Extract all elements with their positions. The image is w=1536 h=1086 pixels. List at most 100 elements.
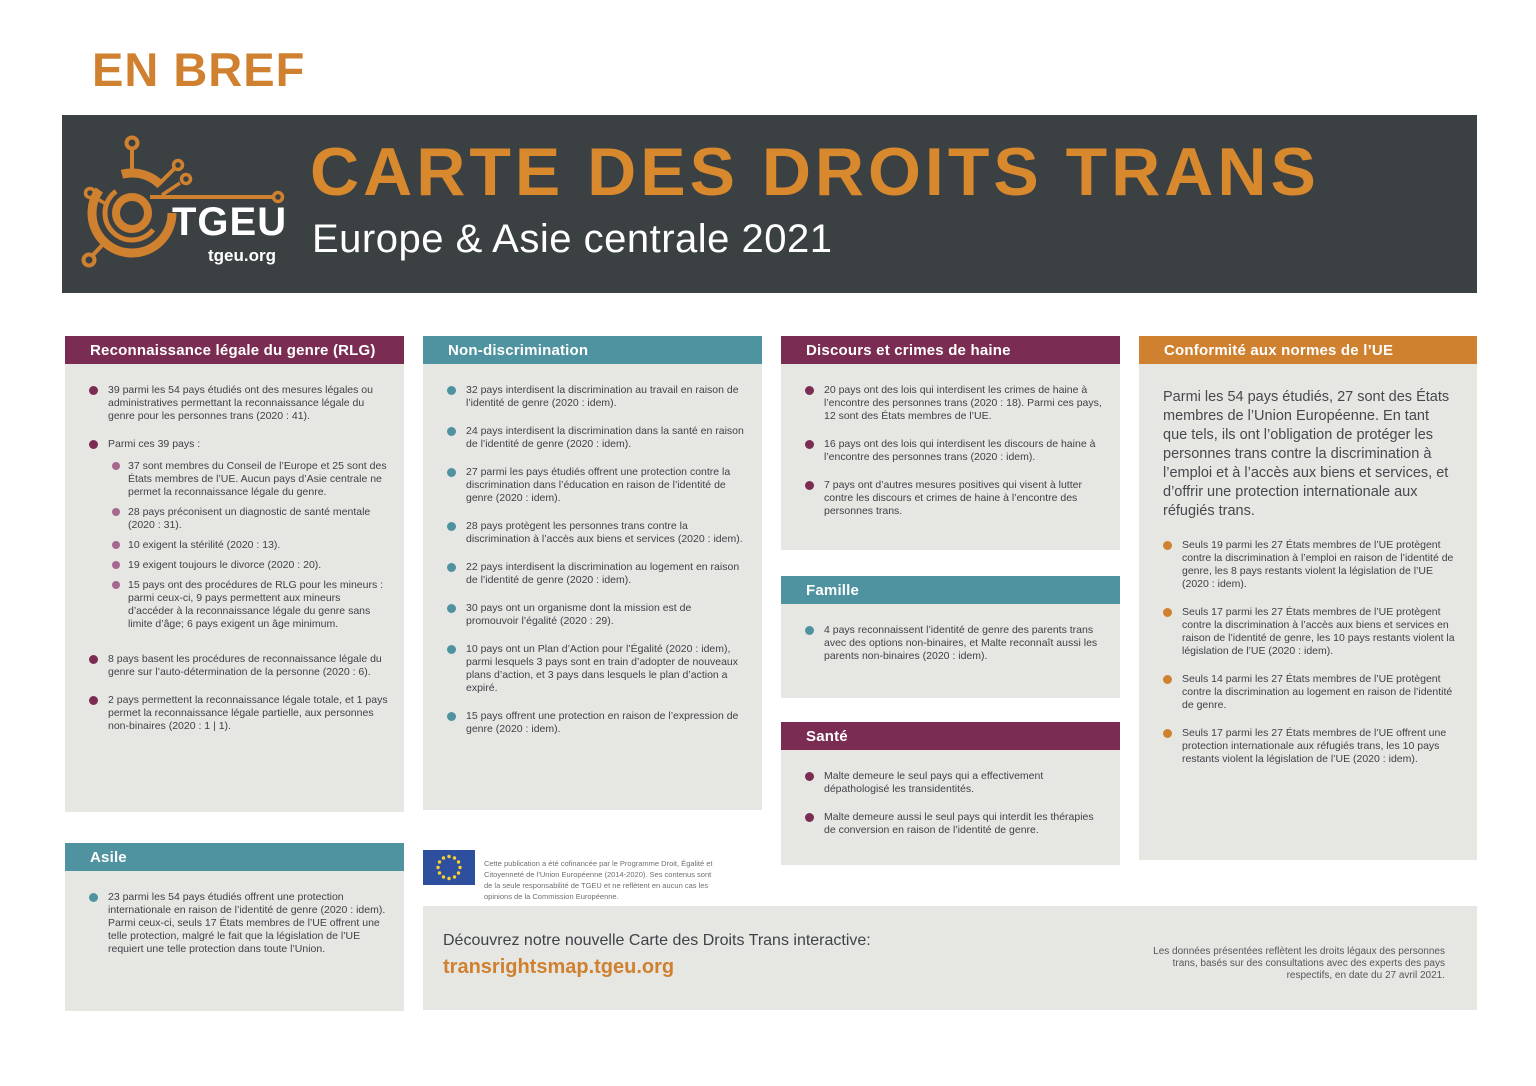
bullet-text: 30 pays ont un organisme dont la mission… bbox=[466, 602, 692, 627]
bullet-text: 7 pays ont d’autres mesures positives qu… bbox=[824, 479, 1082, 517]
list-item: 15 pays offrent une protection en raison… bbox=[435, 710, 746, 736]
bullet-text: 28 pays préconisent un diagnostic de san… bbox=[128, 506, 371, 531]
bullet-icon bbox=[447, 645, 456, 654]
bullet-icon bbox=[805, 772, 814, 781]
bullet-text: 2 pays permettent la reconnaissance léga… bbox=[108, 694, 388, 732]
logo-wordmark: TGEU bbox=[172, 200, 287, 244]
list-item: 32 pays interdisent la discrimination au… bbox=[435, 384, 746, 410]
page-kicker: EN BREF bbox=[92, 43, 306, 96]
bullet-text: 27 parmi les pays étudiés offrent une pr… bbox=[466, 466, 731, 504]
bullet-text: 10 exigent la stérilité (2020 : 13). bbox=[128, 539, 281, 551]
bullet-icon bbox=[1163, 608, 1172, 617]
list-item: 22 pays interdisent la discrimination au… bbox=[435, 561, 746, 587]
panel-rlg: Reconnaissance légale du genre (RLG) 39 … bbox=[65, 336, 404, 812]
page-title: CARTE DES DROITS TRANS bbox=[310, 134, 1320, 210]
bullet-icon bbox=[1163, 675, 1172, 684]
bullet-icon bbox=[447, 386, 456, 395]
bullet-icon bbox=[112, 462, 120, 470]
conformite-intro: Parmi les 54 pays étudiés, 27 sont des É… bbox=[1163, 389, 1450, 519]
bullet-text: 16 pays ont des lois qui interdisent les… bbox=[824, 438, 1096, 463]
eu-flag-icon bbox=[423, 850, 475, 885]
list-subitem: 28 pays préconisent un diagnostic de san… bbox=[108, 506, 388, 532]
panel-sante: Santé Malte demeure le seul pays qui a e… bbox=[781, 722, 1120, 865]
sublist: 37 sont membres du Conseil de l’Europe e… bbox=[108, 460, 388, 631]
bullet-text: 20 pays ont des lois qui interdisent les… bbox=[824, 384, 1102, 422]
bullet-text: Malte demeure le seul pays qui a effecti… bbox=[824, 770, 1044, 795]
transrightsmap-link[interactable]: transrightsmap.tgeu.org bbox=[443, 956, 675, 978]
footer-box: Découvrez notre nouvelle Carte des Droit… bbox=[423, 906, 1477, 1010]
panel-asile-header: Asile bbox=[65, 843, 404, 871]
list-subitem: 15 pays ont des procédures de RLG pour l… bbox=[108, 579, 388, 631]
list-item: 2 pays permettent la reconnaissance léga… bbox=[77, 694, 388, 733]
bullet-text: Seuls 17 parmi les 27 États membres de l… bbox=[1182, 727, 1447, 765]
panel-hate-speech-header: Discours et crimes de haine bbox=[781, 336, 1120, 364]
panel-conformite-ue-body: Parmi les 54 pays étudiés, 27 sont des É… bbox=[1139, 364, 1477, 860]
bullet-text: Malte demeure aussi le seul pays qui int… bbox=[824, 811, 1094, 836]
bullet-text: 15 pays ont des procédures de RLG pour l… bbox=[128, 579, 384, 630]
tgeu-logo-icon: TGEU tgeu.org bbox=[81, 135, 287, 268]
bullet-icon bbox=[447, 712, 456, 721]
list-item: Malte demeure le seul pays qui a effecti… bbox=[793, 770, 1104, 796]
list-subitem: 19 exigent toujours le divorce (2020 : 2… bbox=[108, 559, 388, 572]
list-item: 20 pays ont des lois qui interdisent les… bbox=[793, 384, 1104, 423]
bullet-text: 39 parmi les 54 pays étudiés ont des mes… bbox=[108, 384, 373, 422]
bullet-icon bbox=[89, 696, 98, 705]
bullet-icon bbox=[1163, 729, 1172, 738]
bullet-text: 4 pays reconnaissent l’identité de genre… bbox=[824, 624, 1098, 662]
bullet-icon bbox=[805, 440, 814, 449]
bullet-text: Seuls 19 parmi les 27 États membres de l… bbox=[1182, 539, 1454, 590]
list-item: 8 pays basent les procédures de reconnai… bbox=[77, 653, 388, 679]
bullet-icon bbox=[89, 655, 98, 664]
bullet-text: Parmi ces 39 pays : bbox=[108, 438, 201, 450]
bullet-text: Seuls 14 parmi les 27 États membres de l… bbox=[1182, 673, 1453, 711]
bullet-icon bbox=[112, 561, 120, 569]
panel-hate-speech: Discours et crimes de haine 20 pays ont … bbox=[781, 336, 1120, 550]
panel-non-discrimination-header: Non-discrimination bbox=[423, 336, 762, 364]
bullet-icon bbox=[805, 481, 814, 490]
list-item: 7 pays ont d’autres mesures positives qu… bbox=[793, 479, 1104, 518]
discover-label: Découvrez notre nouvelle Carte des Droit… bbox=[443, 932, 871, 949]
data-source-note: Les données présentées reflètent les dro… bbox=[1153, 946, 1445, 981]
panel-famille: Famille 4 pays reconnaissent l’identité … bbox=[781, 576, 1120, 698]
bullet-text: 15 pays offrent une protection en raison… bbox=[466, 710, 739, 735]
panel-conformite-ue-header: Conformité aux normes de l’UE bbox=[1139, 336, 1477, 364]
list-item: Seuls 17 parmi les 27 États membres de l… bbox=[1151, 606, 1461, 658]
tgeu-logo: TGEU tgeu.org bbox=[80, 131, 310, 282]
list-item: 39 parmi les 54 pays étudiés ont des mes… bbox=[77, 384, 388, 423]
list-item: 4 pays reconnaissent l’identité de genre… bbox=[793, 624, 1104, 663]
bullet-icon bbox=[447, 468, 456, 477]
list-item: 23 parmi les 54 pays étudiés offrent une… bbox=[77, 891, 388, 956]
header-band: TGEU tgeu.org CARTE DES DROITS TRANS Eur… bbox=[62, 115, 1477, 293]
panel-rlg-header: Reconnaissance légale du genre (RLG) bbox=[65, 336, 404, 364]
list-item: Seuls 19 parmi les 27 États membres de l… bbox=[1151, 539, 1461, 591]
bullet-icon bbox=[112, 508, 120, 516]
bullet-icon bbox=[447, 563, 456, 572]
bullet-icon bbox=[89, 440, 98, 449]
panel-hate-speech-body: 20 pays ont des lois qui interdisent les… bbox=[781, 364, 1120, 550]
list-item: Malte demeure aussi le seul pays qui int… bbox=[793, 811, 1104, 837]
logo-url: tgeu.org bbox=[208, 246, 276, 265]
list-item: Seuls 17 parmi les 27 États membres de l… bbox=[1151, 727, 1461, 766]
bullet-text: Seuls 17 parmi les 27 États membres de l… bbox=[1182, 606, 1455, 657]
bullet-text: 32 pays interdisent la discrimination au… bbox=[466, 384, 739, 409]
bullet-icon bbox=[447, 427, 456, 436]
panel-non-discrimination: Non-discrimination 32 pays interdisent l… bbox=[423, 336, 762, 810]
list-subitem: 37 sont membres du Conseil de l’Europe e… bbox=[108, 460, 388, 499]
bullet-icon bbox=[89, 386, 98, 395]
bullet-icon bbox=[447, 604, 456, 613]
bullet-text: 22 pays interdisent la discrimination au… bbox=[466, 561, 740, 586]
eu-cofinancing-note: Cette publication a été cofinancée par l… bbox=[484, 858, 713, 901]
bullet-text: 8 pays basent les procédures de reconnai… bbox=[108, 653, 382, 678]
panel-sante-body: Malte demeure le seul pays qui a effecti… bbox=[781, 750, 1120, 865]
list-item: 24 pays interdisent la discrimination da… bbox=[435, 425, 746, 451]
panel-rlg-body: 39 parmi les 54 pays étudiés ont des mes… bbox=[65, 364, 404, 812]
list-subitem: 10 exigent la stérilité (2020 : 13). bbox=[108, 539, 388, 552]
page-subtitle: Europe & Asie centrale 2021 bbox=[312, 217, 833, 261]
bullet-text: 10 pays ont un Plan d’Action pour l’Égal… bbox=[466, 643, 739, 694]
bullet-text: 23 parmi les 54 pays étudiés offrent une… bbox=[108, 891, 386, 955]
list-item: 28 pays protègent les personnes trans co… bbox=[435, 520, 746, 546]
list-item: 16 pays ont des lois qui interdisent les… bbox=[793, 438, 1104, 464]
bullet-text: 37 sont membres du Conseil de l’Europe e… bbox=[128, 460, 387, 498]
bullet-text: 24 pays interdisent la discrimination da… bbox=[466, 425, 744, 450]
